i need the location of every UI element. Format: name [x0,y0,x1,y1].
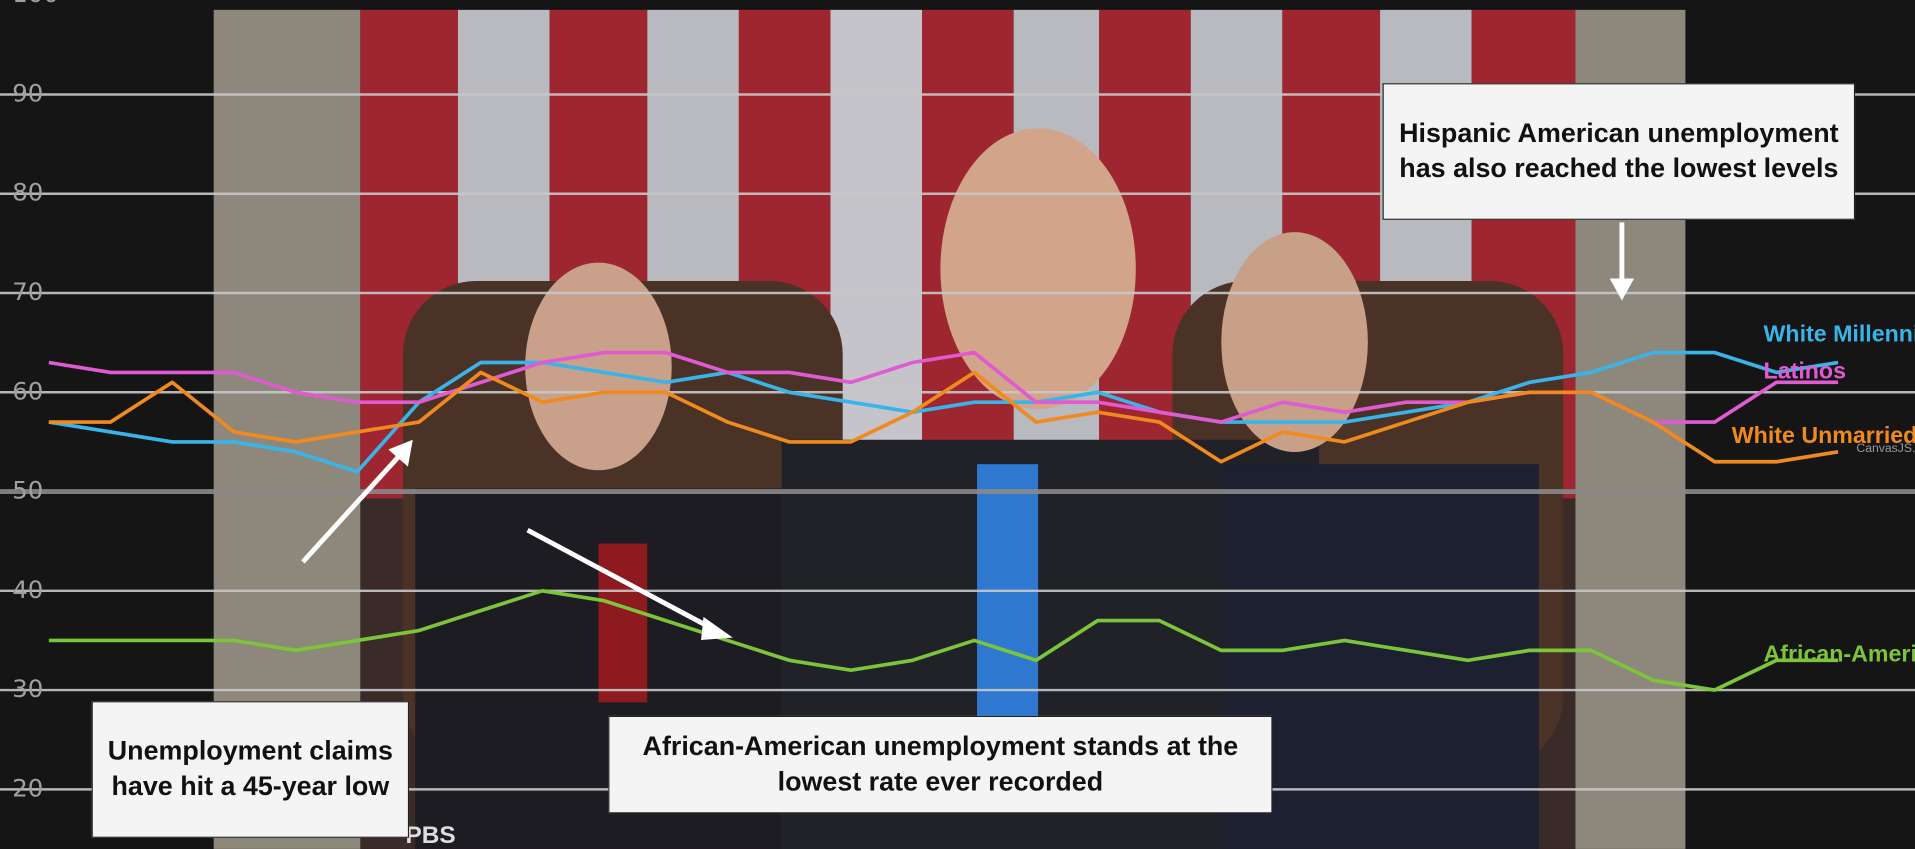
arrows [301,222,1635,641]
y-tick-label: 50 [12,476,43,505]
watermark: CanvasJS.com [1856,441,1915,455]
series-lines: White Millennials Latinos White Unmarried … [48,321,1915,692]
y-tick-label: 70 [12,277,43,306]
y-tick-label: 40 [12,575,43,604]
y-tick-label: 100 [12,0,59,8]
y-tick-label: 20 [12,773,43,802]
series-line [48,350,1839,474]
series-label: African-Americans [1764,641,1915,667]
broadcaster-logo: PBS [405,822,455,849]
annotation: Unemployment claims have hit a 45-year l… [91,701,410,838]
y-tick-label: 60 [12,376,43,405]
series-label: White Unmarried Women [1732,422,1915,448]
series-label: White Millennials [1764,321,1915,347]
y-tick-label: 30 [12,674,43,703]
series-line [48,370,1839,464]
series-line [48,588,1839,692]
annotation: African-American unemployment stands at … [608,715,1273,814]
annotation-box: Hispanic American unemployment has also … [1382,83,1856,220]
y-tick-label: 90 [12,78,43,107]
annotation-box: African-American unemployment stands at … [608,715,1273,814]
series-label: Latinos [1764,358,1846,384]
y-tick-label: 80 [12,178,43,207]
annotation: Hispanic American unemployment has also … [1382,83,1856,220]
annotation-box: Unemployment claims have hit a 45-year l… [91,701,410,838]
